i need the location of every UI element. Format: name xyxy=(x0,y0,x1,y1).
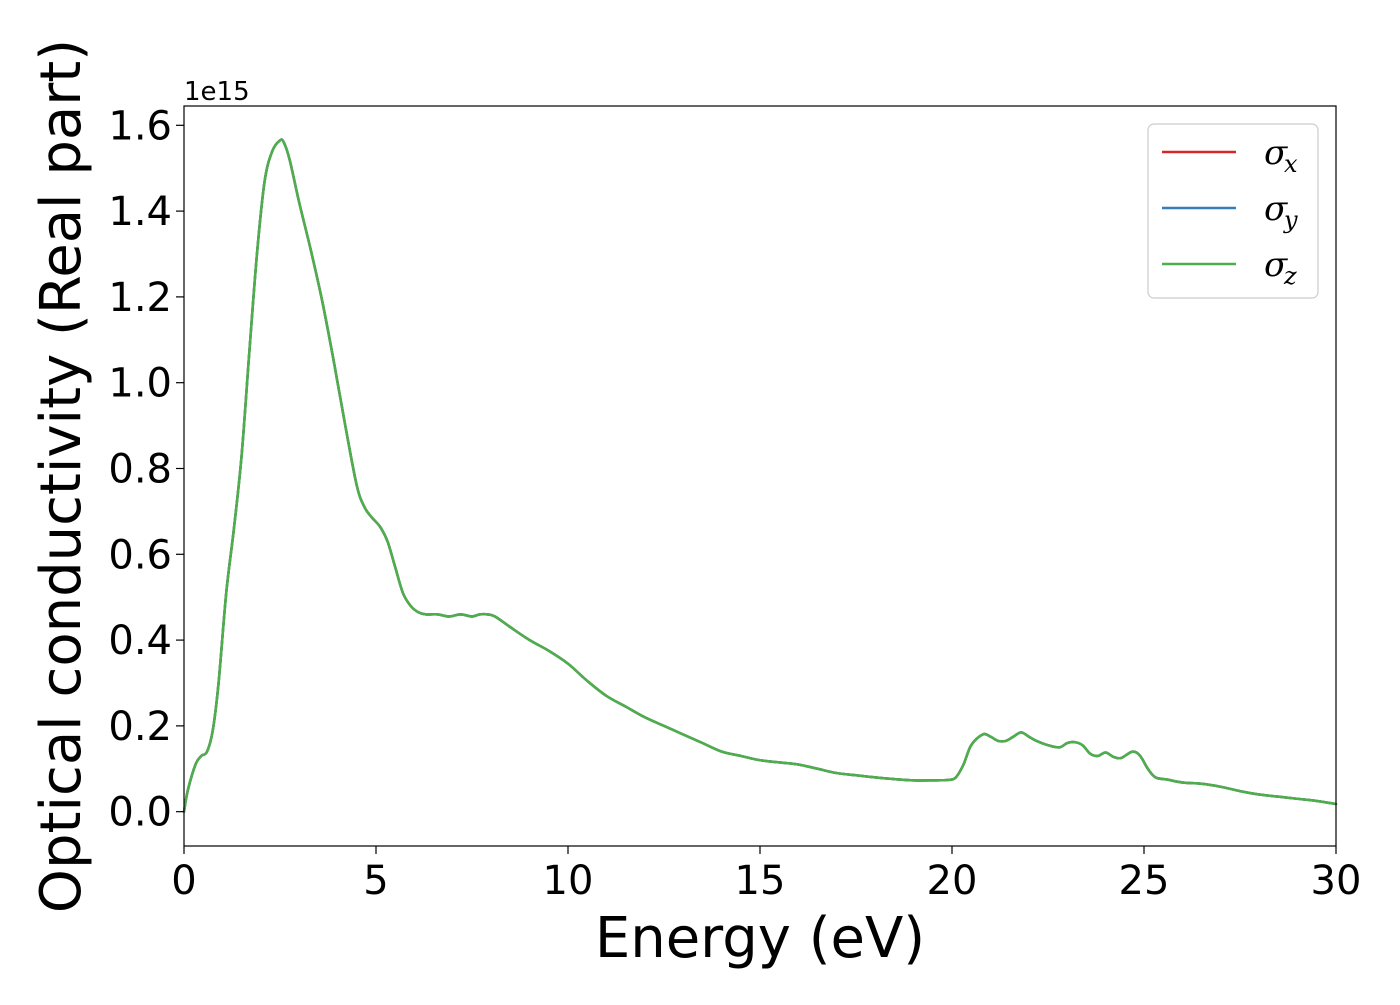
plot-background xyxy=(184,106,1336,846)
y-tick-label: 0.8 xyxy=(108,446,172,492)
x-axis-label: Energy (eV) xyxy=(595,906,925,971)
series-layer xyxy=(182,138,1338,813)
y-tick-label: 1.0 xyxy=(108,361,172,407)
legend-label-x: σ xyxy=(1264,133,1288,173)
legend-frame xyxy=(1147,123,1319,299)
x-tick-label: 25 xyxy=(1119,858,1170,904)
y-tick-label: 1.2 xyxy=(108,275,172,321)
y-tick-label: 0.2 xyxy=(108,704,172,750)
legend-label-y: σ xyxy=(1264,189,1288,229)
legend-subscript-x: x xyxy=(1284,150,1298,178)
y-offset-label: 1e15 xyxy=(184,77,250,107)
series-line-z xyxy=(182,138,1338,813)
legend-label-z: σ xyxy=(1264,245,1288,285)
x-tick-label: 30 xyxy=(1311,858,1362,904)
x-tick-label: 20 xyxy=(927,858,978,904)
x-tick-label: 15 xyxy=(735,858,786,904)
y-tick-label: 0.4 xyxy=(108,618,172,664)
x-tick-label: 5 xyxy=(363,858,388,904)
y-axis-label: Optical conductivity (Real part) xyxy=(29,39,94,913)
y-tick-label: 1.4 xyxy=(108,189,172,235)
x-tick-label: 10 xyxy=(543,858,594,904)
x-tick-label: 0 xyxy=(171,858,196,904)
y-tick-label: 0.6 xyxy=(108,532,172,578)
y-tick-label: 0.0 xyxy=(108,790,172,836)
y-axis: 0.0 0.2 0.4 0.6 0.8 1.0 1.2 1.4 1.6 xyxy=(108,103,184,836)
legend-subscript-y: y xyxy=(1283,206,1298,234)
x-axis: 0 5 10 15 20 25 30 xyxy=(171,846,1361,904)
legend-subscript-z: z xyxy=(1283,262,1297,290)
y-tick-label: 1.6 xyxy=(108,103,172,149)
